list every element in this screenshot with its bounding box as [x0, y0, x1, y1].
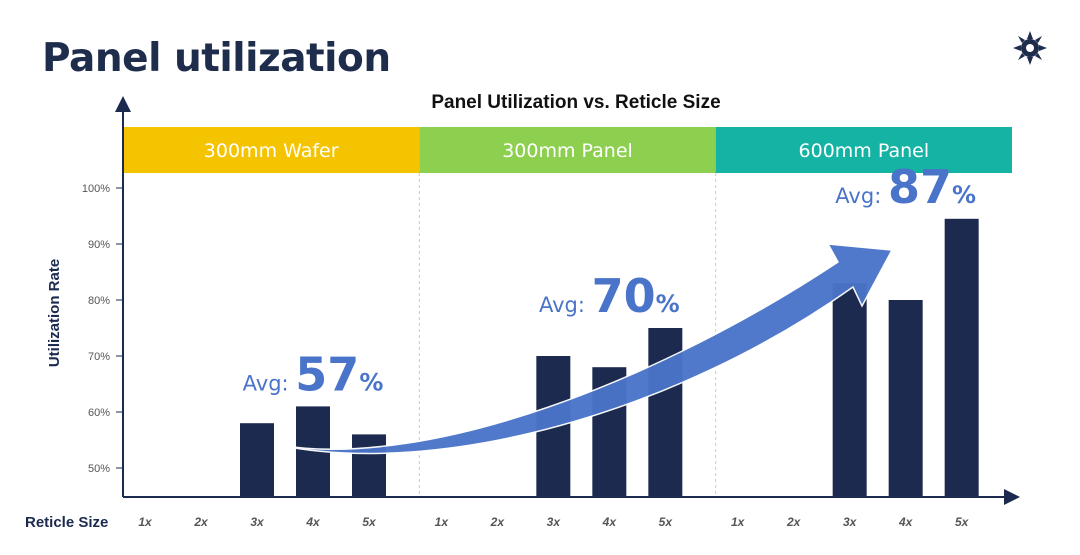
x-tick-label: 5x: [955, 515, 970, 529]
trend-arrow: [277, 243, 894, 455]
bar: [888, 300, 923, 497]
y-tick-label: 70%: [88, 351, 110, 363]
y-axis-label: Utilization Rate: [46, 259, 63, 367]
x-tick-label: 5x: [659, 515, 674, 529]
avg-annotation: Avg: 57%: [243, 347, 384, 401]
y-tick-label: 80%: [88, 295, 110, 307]
avg-value: 70: [592, 269, 656, 323]
group-header-band: [419, 127, 716, 173]
avg-unit: %: [952, 181, 976, 209]
x-tick-label: 4x: [898, 515, 914, 529]
slide-title: Panel utilization: [42, 36, 391, 81]
avg-label: Avg:: [835, 184, 888, 208]
x-tick-label: 5x: [362, 515, 377, 529]
bar: [240, 423, 274, 497]
chart-title: Panel Utilization vs. Reticle Size: [431, 92, 720, 113]
avg-unit: %: [359, 368, 383, 396]
avg-annotation: Avg: 87%: [835, 160, 976, 214]
bar: [944, 218, 979, 498]
bar: [832, 283, 867, 497]
x-tick-label: 1x: [435, 515, 450, 529]
group-header-band: [123, 127, 420, 173]
y-tick-label: 60%: [88, 407, 110, 419]
x-tick-label: 1x: [138, 515, 153, 529]
x-tick-label: 4x: [305, 515, 321, 529]
x-axis-label: Reticle Size: [25, 514, 108, 531]
x-tick-label: 3x: [250, 515, 265, 529]
y-tick-label: 100%: [82, 183, 110, 195]
avg-label: Avg:: [243, 371, 296, 395]
x-tick-label: 1x: [731, 515, 746, 529]
bar: [352, 434, 386, 497]
avg-label: Avg:: [539, 293, 592, 317]
x-tick-label: 2x: [193, 515, 209, 529]
company-logo-icon: [1013, 31, 1047, 65]
x-tick-label: 3x: [547, 515, 562, 529]
x-tick-label: 3x: [843, 515, 858, 529]
avg-annotation: Avg: 70%: [539, 269, 680, 323]
group-header-label: 300mm Wafer: [204, 140, 339, 162]
y-tick-label: 50%: [88, 463, 110, 475]
x-tick-label: 2x: [786, 515, 802, 529]
y-tick-label: 90%: [88, 239, 110, 251]
avg-value: 87: [888, 160, 952, 214]
x-tick-label: 2x: [490, 515, 506, 529]
group-header-label: 300mm Panel: [502, 140, 633, 162]
avg-value: 57: [295, 347, 359, 401]
avg-unit: %: [656, 290, 680, 318]
group-header-label: 600mm Panel: [799, 140, 930, 162]
x-tick-label: 4x: [602, 515, 618, 529]
group-header-band: [715, 127, 1012, 173]
